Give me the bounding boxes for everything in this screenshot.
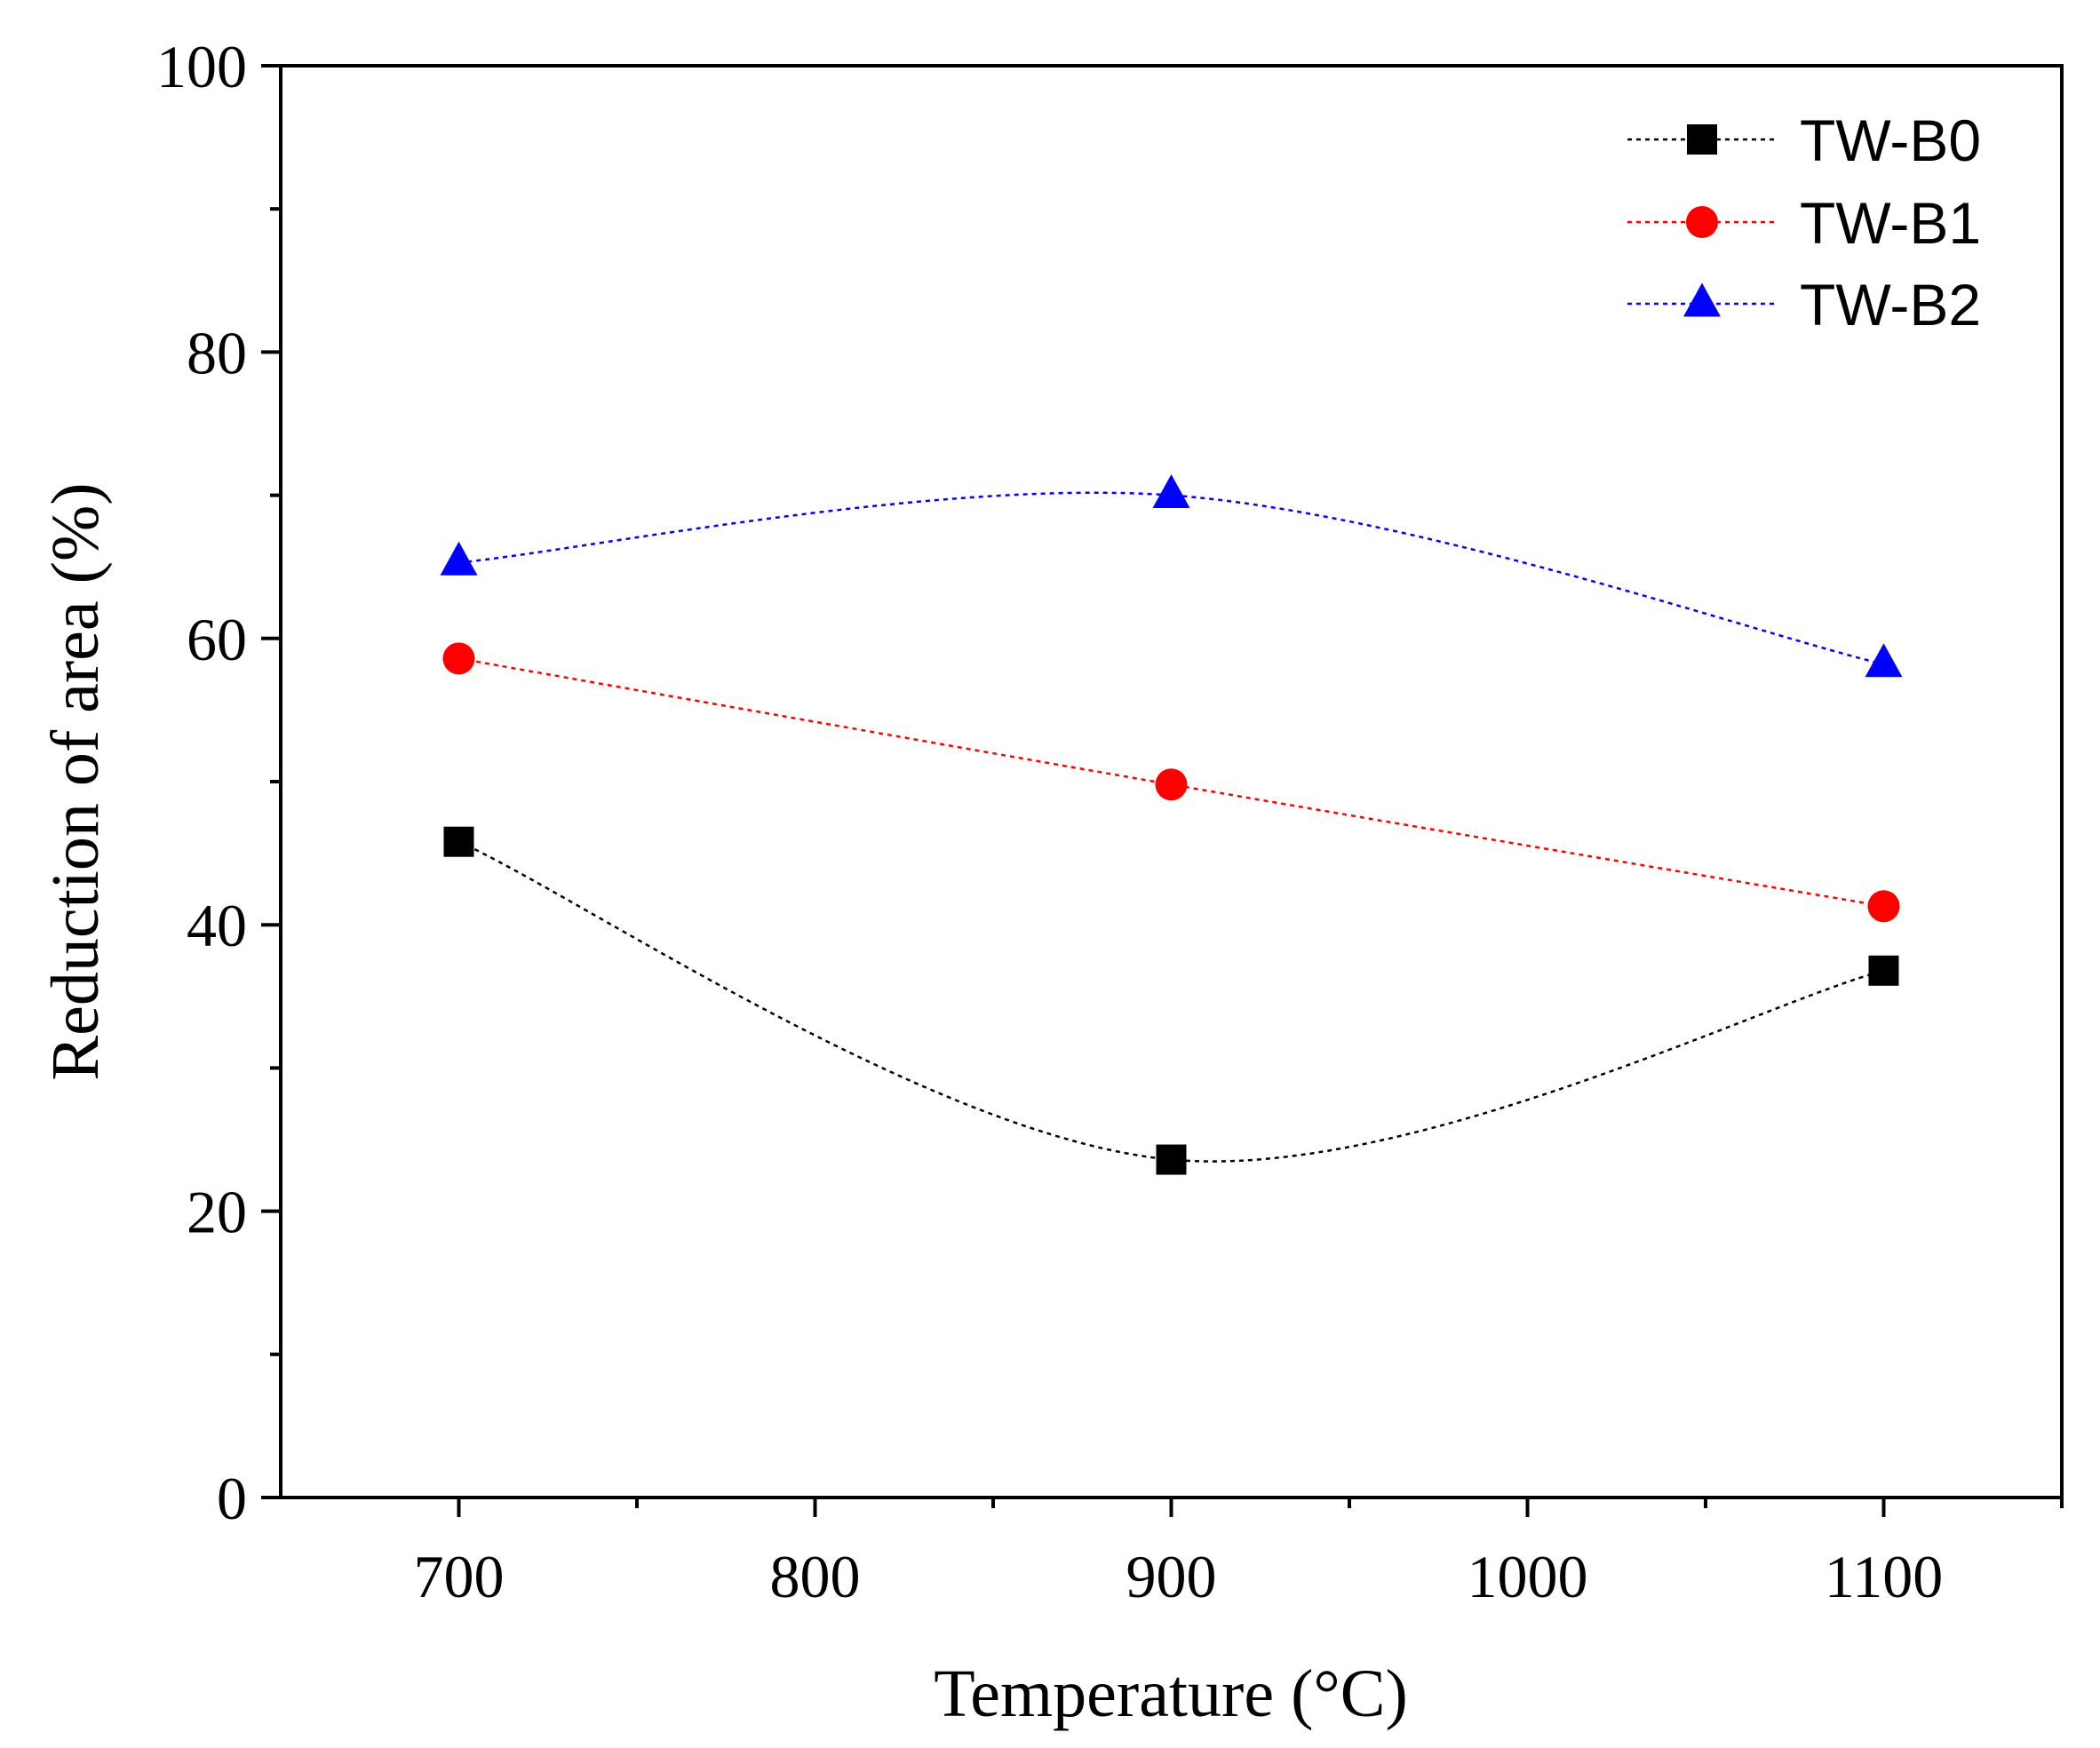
x-tick-label: 800 xyxy=(770,1543,861,1610)
series-markers xyxy=(440,474,1903,1175)
y-axis-title: Reduction of area (%) xyxy=(38,482,113,1080)
y-axis-tick-labels: 0 20 40 60 80 100 xyxy=(156,33,247,1532)
legend-item-tw-b2: TW-B2 xyxy=(1627,272,1981,338)
x-tick-label: 1000 xyxy=(1468,1543,1588,1610)
x-axis-ticks xyxy=(457,1498,2064,1517)
x-tick-label: 900 xyxy=(1126,1543,1217,1610)
data-point-tw-b1-900 xyxy=(1155,768,1188,801)
x-tick-label: 700 xyxy=(414,1543,505,1610)
y-axis-ticks xyxy=(261,64,281,1499)
legend-marker-tw-b0 xyxy=(1687,124,1717,155)
y-tick-label: 80 xyxy=(187,319,247,386)
data-point-tw-b2-700 xyxy=(440,541,478,576)
data-point-tw-b1-700 xyxy=(442,642,475,675)
y-tick-label: 40 xyxy=(187,892,247,959)
x-axis-tick-labels: 700 800 900 1000 1100 xyxy=(414,1543,1944,1610)
legend-item-tw-b1: TW-B1 xyxy=(1627,190,1981,256)
legend-marker-tw-b1 xyxy=(1686,206,1718,238)
y-tick-label: 100 xyxy=(156,33,247,100)
legend-marker-tw-b2 xyxy=(1683,282,1721,317)
legend-label-tw-b0: TW-B0 xyxy=(1800,107,1981,173)
x-axis-title: Temperature (°C) xyxy=(934,1657,1408,1731)
data-point-tw-b0-700 xyxy=(443,826,474,857)
x-tick-label: 1100 xyxy=(1825,1543,1943,1610)
series-line-tw-b2 xyxy=(458,491,1884,666)
legend-label-tw-b2: TW-B2 xyxy=(1800,272,1981,338)
legend: TW-B0 TW-B1 TW-B2 xyxy=(1627,107,1981,338)
y-tick-label: 60 xyxy=(187,606,247,673)
legend-label-tw-b1: TW-B1 xyxy=(1800,190,1981,256)
data-point-tw-b0-900 xyxy=(1156,1144,1187,1175)
data-point-tw-b1-1100 xyxy=(1867,890,1900,923)
legend-item-tw-b0: TW-B0 xyxy=(1627,107,1981,173)
data-point-tw-b2-900 xyxy=(1152,474,1190,509)
data-point-tw-b2-1100 xyxy=(1865,643,1903,678)
y-tick-label: 0 xyxy=(217,1465,247,1532)
data-point-tw-b0-1100 xyxy=(1868,955,1899,986)
y-tick-label: 20 xyxy=(187,1179,247,1246)
